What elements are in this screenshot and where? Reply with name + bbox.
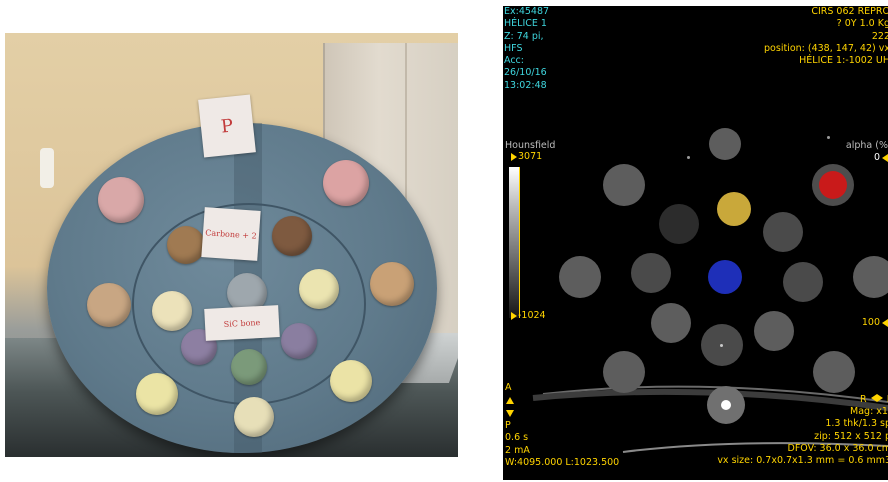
voxel-size: vx size: 0.7x0.7x1.3 mm = 0.6 mm3 — [717, 455, 888, 467]
rod-outer-4 — [370, 262, 414, 306]
ct-insert — [853, 256, 888, 298]
ct-insert — [813, 351, 855, 393]
series-name: HÉLICE 1 — [504, 18, 547, 30]
ct-insert — [659, 204, 699, 244]
patient-table — [532, 385, 888, 453]
sticker-mid: Carbone + 2 — [201, 207, 261, 261]
ct-insert — [631, 253, 671, 293]
ct-small-dot — [687, 156, 690, 159]
hounsfield-max: 3071 — [518, 151, 543, 162]
left-arrow-icon[interactable] — [870, 394, 877, 402]
ct-insert-bottom — [707, 386, 745, 424]
scan-date: 26/10/16 — [504, 67, 547, 79]
info-bottom-left: P 0.6 s 2 mA W:4095.000 L:1023.500 — [505, 420, 619, 469]
rod-outer-7 — [234, 397, 274, 437]
orientation-up-arrow[interactable] — [506, 397, 514, 404]
sticker-top-text: P — [219, 114, 235, 138]
rl-indicator: R L — [860, 394, 888, 406]
slice-number: 222 — [871, 30, 888, 42]
window-level: W:4095.000 L:1023.500 — [505, 456, 620, 468]
patient-orientation: HFS — [504, 42, 523, 54]
alpha-label: alpha (% — [845, 140, 888, 151]
right-arrow-icon[interactable] — [876, 394, 883, 402]
hounsfield-max-marker[interactable] — [511, 153, 517, 161]
ct-insert — [763, 212, 803, 252]
rl-r: R — [860, 394, 867, 405]
info-top-right: CIRS 062 REPRO ? 0Y 1.0 Kg 222 position:… — [764, 6, 888, 67]
cursor-value: HÉLICE 1:-1002 UH — [799, 55, 888, 67]
rod-outer-6 — [330, 360, 372, 402]
orientation-p: P — [505, 420, 511, 431]
ct-insert — [701, 324, 743, 366]
alpha-bottom-marker[interactable] — [882, 319, 888, 327]
ct-insert-red-core — [819, 171, 847, 199]
ct-insert-yellow — [717, 192, 751, 226]
ct-viewer[interactable]: Ex:45487 HÉLICE 1 Z: 74 pi, HFS Acc: 26/… — [503, 6, 888, 480]
orientation-down-arrow[interactable] — [506, 410, 514, 417]
ct-insert — [603, 351, 645, 393]
ct-insert-blue — [708, 260, 742, 294]
exam-number: Ex:45487 — [504, 6, 550, 17]
sticker-low: SiC bone — [204, 305, 280, 341]
wall-fixture — [40, 148, 54, 188]
rod-inner-7 — [231, 349, 267, 385]
orientation-a: A — [505, 382, 512, 393]
ct-insert — [709, 128, 741, 160]
rod-inner-2 — [272, 216, 312, 256]
alpha-top: 0 — [873, 152, 880, 163]
accession: Acc: — [504, 55, 524, 67]
ct-center-dot — [720, 344, 723, 347]
hounsfield-min-marker[interactable] — [511, 312, 517, 320]
tube-current: 2 mA — [505, 444, 530, 456]
z-position: Z: 74 pi, — [504, 30, 544, 42]
rod-outer-2 — [323, 160, 369, 206]
ct-insert — [651, 303, 691, 343]
ct-insert — [783, 262, 823, 302]
ct-insert-red — [812, 164, 854, 206]
alpha-bottom: 100 — [861, 317, 880, 328]
cursor-position: position: (438, 147, 42) vx — [764, 42, 888, 54]
info-top-left: Ex:45487 HÉLICE 1 Z: 74 pi, HFS Acc: 26/… — [504, 6, 549, 92]
rod-inner-1 — [167, 226, 205, 264]
ct-bottom-dot — [721, 400, 731, 410]
patient-info: ? 0Y 1.0 Kg — [836, 18, 888, 30]
hounsfield-label: Hounsfield — [505, 140, 556, 151]
sticker-top: P — [198, 94, 256, 158]
rl-l: L — [887, 394, 888, 405]
display-fov: DFOV: 36.0 x 36.0 cm — [787, 442, 888, 454]
ct-insert — [559, 256, 601, 298]
rl-arrows[interactable] — [870, 394, 884, 402]
rod-inner-3 — [152, 291, 192, 331]
matrix-size: zip: 512 x 512 p — [814, 430, 888, 442]
sticker-low-text: SiC bone — [223, 317, 261, 329]
ct-insert — [603, 164, 645, 206]
info-bottom-right: Mag: x1. 1.3 thk/1.3 sp zip: 512 x 512 p… — [717, 406, 888, 467]
phantom-photo: P Carbone + 2 SiC bone — [5, 33, 458, 457]
phantom-name: CIRS 062 REPRO — [811, 6, 888, 17]
rod-outer-3 — [87, 283, 131, 327]
hounsfield-colorbar[interactable] — [509, 167, 520, 318]
rod-outer-5 — [136, 373, 178, 415]
ct-small-dot — [827, 136, 830, 139]
rod-outer-1 — [98, 177, 144, 223]
scan-time: 13:02:48 — [504, 79, 547, 91]
ct-insert — [754, 311, 794, 351]
rod-inner-6 — [281, 323, 317, 359]
slice-thickness: 1.3 thk/1.3 sp — [825, 418, 888, 430]
sticker-mid-text: Carbone + 2 — [205, 227, 257, 241]
rotation-time: 0.6 s — [505, 432, 529, 444]
alpha-top-marker[interactable] — [882, 154, 888, 162]
hounsfield-min: -1024 — [518, 310, 546, 321]
rod-inner-4 — [299, 269, 339, 309]
magnification: Mag: x1. — [850, 406, 888, 417]
